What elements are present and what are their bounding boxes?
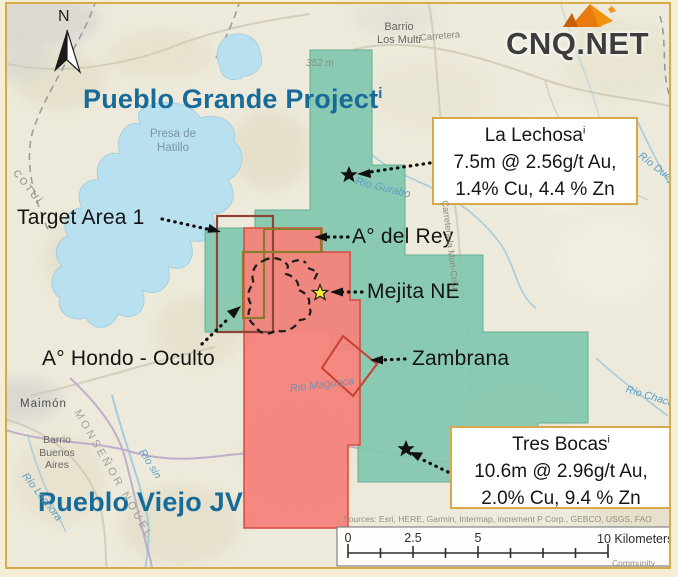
tres-bocas-callout[interactable]: Tres Bocasi 10.6m @ 2.96g/t Au, 2.0% Cu,… [450, 426, 669, 509]
scale-tick-2-5: 2.5 [404, 531, 422, 545]
elevation-label: 352 m [306, 58, 334, 69]
map-attribution-community: Community [612, 558, 655, 568]
scale-tick-5: 5 [474, 531, 482, 545]
north-arrow-icon [54, 29, 82, 74]
scale-tick-10km: 10 Kilometers [597, 532, 671, 546]
admin-boundaries [28, 4, 669, 235]
zambrana-rect[interactable] [320, 334, 379, 398]
callout-title: Tres Bocas [512, 434, 608, 455]
del-rey-label: A° del Rey [352, 225, 454, 248]
cnq-logo-text[interactable]: CNQ.NET [506, 26, 649, 61]
jv-title: Pueblo Viejo JV [38, 487, 244, 517]
scale-bar [336, 526, 669, 567]
callout-grade-line: 2.0% Cu, 9.4 % Zn [481, 487, 641, 509]
place-barrio-los-multi: Barrio Los Multi [376, 20, 422, 46]
map-frame: N CNQ.NET Pueblo Grande Projecti Pueblo … [5, 2, 671, 569]
zambrana-label: Zambrana [412, 347, 510, 370]
del-rey-rect[interactable] [262, 227, 323, 254]
oculto-dashed-outline [247, 257, 320, 335]
leader-arrows [160, 161, 450, 474]
hondo-oculto-rect[interactable] [241, 250, 266, 320]
target-area-1-rect[interactable] [215, 214, 275, 334]
project-title: Pueblo Grande Projecti [83, 84, 383, 114]
callout-grade-line: 1.4% Cu, 4.4 % Zn [455, 178, 615, 200]
cnq-logo-icon [563, 4, 616, 27]
place-presa-de-hatillo: Presa de Hatillo [149, 128, 197, 154]
la-lechosa-callout[interactable]: La Lechosai 7.5m @ 2.56g/t Au, 1.4% Cu, … [432, 117, 638, 205]
callout-title: La Lechosa [484, 125, 583, 146]
place-maimon: Maimón [20, 398, 67, 410]
urban-areas [7, 4, 437, 422]
target-area-1-label: Target Area 1 [17, 206, 145, 229]
place-barrio-buenos-aires: Barrio Buenos Aires [39, 434, 75, 472]
north-label: N [58, 8, 70, 25]
presa-de-hatillo-lake [51, 33, 263, 328]
hondo-oculto-label: A° Hondo - Oculto [42, 347, 215, 370]
mejita-ne-label: Mejita NE [367, 280, 460, 303]
callout-grade-line: 7.5m @ 2.56g/t Au, [453, 151, 617, 173]
footnote-marker: i [378, 86, 383, 102]
callout-grade-line: 10.6m @ 2.96g/t Au, [474, 460, 648, 482]
scale-tick-0: 0 [344, 531, 352, 545]
map-attribution: Sources: Esri, HERE, Garmin, Intermap, i… [343, 514, 652, 524]
